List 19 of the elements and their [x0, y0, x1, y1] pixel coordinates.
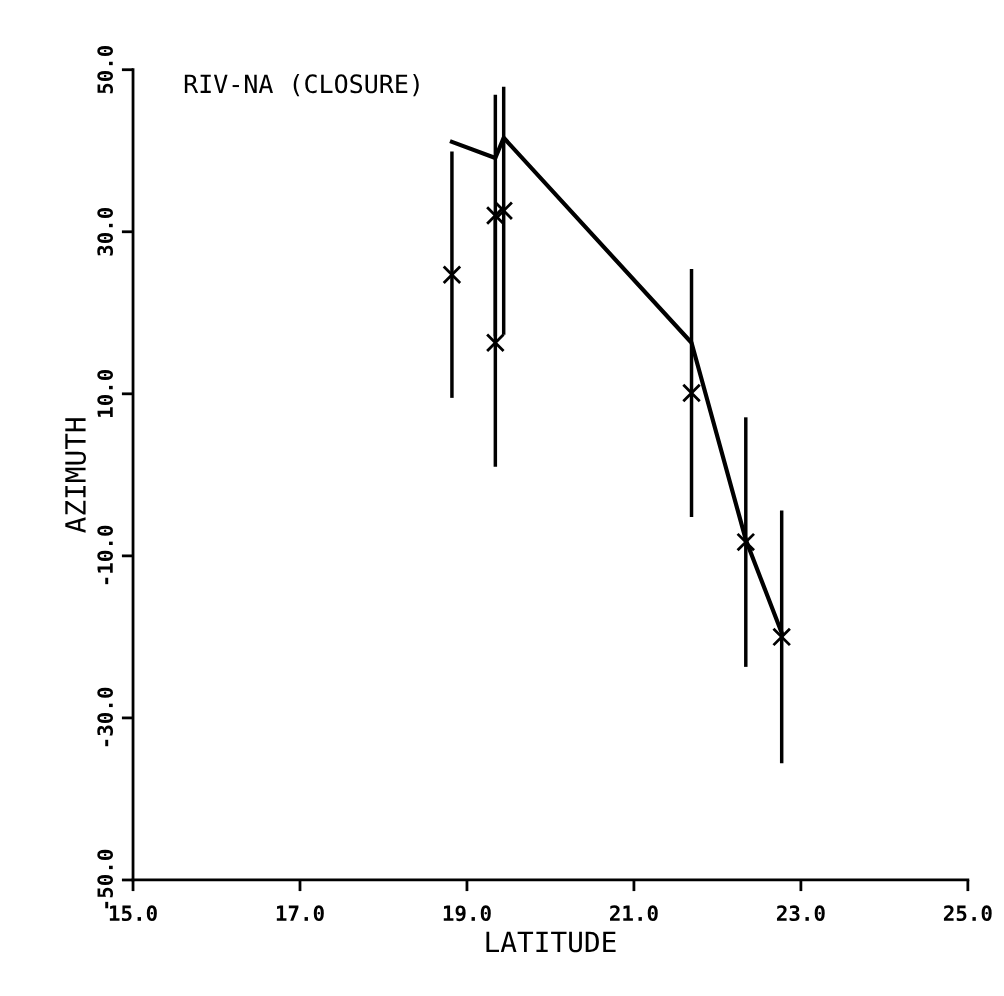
- x-tick-label: 25.0: [943, 905, 992, 922]
- y-tick-label: -10.0: [97, 525, 114, 585]
- y-tick-label: 10.0: [97, 369, 114, 417]
- point: [485, 333, 505, 353]
- x-tick-label: 19.0: [443, 905, 491, 922]
- chart-title: RIV-NA (CLOSURE): [184, 73, 419, 97]
- x-axis-title: LATITUDE: [486, 931, 616, 953]
- point: [485, 205, 505, 226]
- x-tick-label: 21.0: [610, 905, 658, 922]
- y-axis-title: AZIMUTH: [65, 418, 86, 533]
- x-tick-label: 23.0: [776, 905, 825, 922]
- point: [736, 532, 756, 552]
- x-tick-label: 17.0: [276, 905, 324, 922]
- point: [772, 627, 792, 647]
- point: [681, 383, 702, 403]
- y-tick-label: 30.0: [97, 207, 114, 256]
- y-tick-label: -30.0: [97, 687, 114, 747]
- y-tick-label: 50.0: [97, 45, 114, 94]
- point: [442, 265, 462, 285]
